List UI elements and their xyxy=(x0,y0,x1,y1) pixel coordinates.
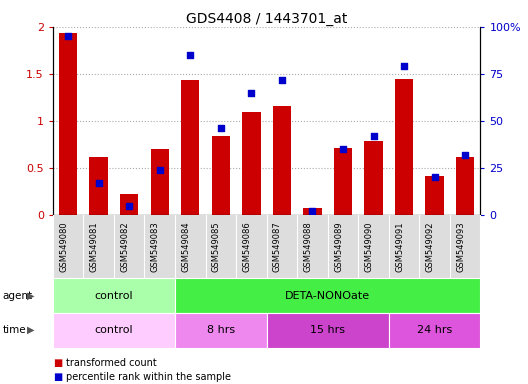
Text: percentile rank within the sample: percentile rank within the sample xyxy=(66,372,231,382)
Text: GSM549086: GSM549086 xyxy=(242,221,251,272)
Bar xyxy=(303,207,322,215)
Bar xyxy=(334,148,352,215)
Point xyxy=(247,90,256,96)
Point xyxy=(308,208,317,214)
Text: ▶: ▶ xyxy=(27,325,35,335)
Text: GSM549082: GSM549082 xyxy=(120,222,129,272)
Point xyxy=(64,33,72,40)
Text: GDS4408 / 1443701_at: GDS4408 / 1443701_at xyxy=(186,12,347,25)
Bar xyxy=(89,157,108,215)
Text: transformed count: transformed count xyxy=(66,358,157,368)
Point xyxy=(156,167,164,173)
Bar xyxy=(242,113,260,215)
Text: ■: ■ xyxy=(53,358,62,368)
Text: GSM549093: GSM549093 xyxy=(456,222,465,272)
Bar xyxy=(426,175,444,215)
Text: GSM549087: GSM549087 xyxy=(273,221,282,272)
Point xyxy=(278,76,286,83)
Point xyxy=(400,63,408,70)
Text: GSM549090: GSM549090 xyxy=(364,222,374,272)
Text: GSM549091: GSM549091 xyxy=(395,222,404,272)
Point xyxy=(430,174,439,180)
Text: GSM549080: GSM549080 xyxy=(59,222,68,272)
Text: ■: ■ xyxy=(53,372,62,382)
Point xyxy=(95,180,103,186)
Text: GSM549083: GSM549083 xyxy=(150,221,159,272)
Text: 15 hrs: 15 hrs xyxy=(310,325,345,335)
Text: GSM549084: GSM549084 xyxy=(181,222,190,272)
Text: GSM549081: GSM549081 xyxy=(90,222,99,272)
Text: ▶: ▶ xyxy=(27,291,35,301)
Bar xyxy=(150,149,169,215)
Text: GSM549092: GSM549092 xyxy=(426,222,435,272)
Bar xyxy=(181,79,200,215)
Text: DETA-NONOate: DETA-NONOate xyxy=(285,291,370,301)
Point xyxy=(339,146,347,152)
Text: control: control xyxy=(95,325,133,335)
Point xyxy=(370,133,378,139)
Text: 24 hrs: 24 hrs xyxy=(417,325,452,335)
Point xyxy=(461,152,469,158)
Bar xyxy=(212,136,230,215)
Text: agent: agent xyxy=(3,291,33,301)
Bar xyxy=(395,79,413,215)
Text: 8 hrs: 8 hrs xyxy=(207,325,235,335)
Point xyxy=(186,52,194,58)
Text: time: time xyxy=(3,325,26,335)
Text: GSM549089: GSM549089 xyxy=(334,222,343,272)
Text: control: control xyxy=(95,291,133,301)
Bar xyxy=(364,141,383,215)
Bar xyxy=(273,106,291,215)
Bar xyxy=(59,33,77,215)
Point xyxy=(216,126,225,132)
Point xyxy=(125,203,134,209)
Text: GSM549085: GSM549085 xyxy=(212,222,221,272)
Text: GSM549088: GSM549088 xyxy=(304,221,313,272)
Bar xyxy=(456,157,474,215)
Bar xyxy=(120,194,138,215)
